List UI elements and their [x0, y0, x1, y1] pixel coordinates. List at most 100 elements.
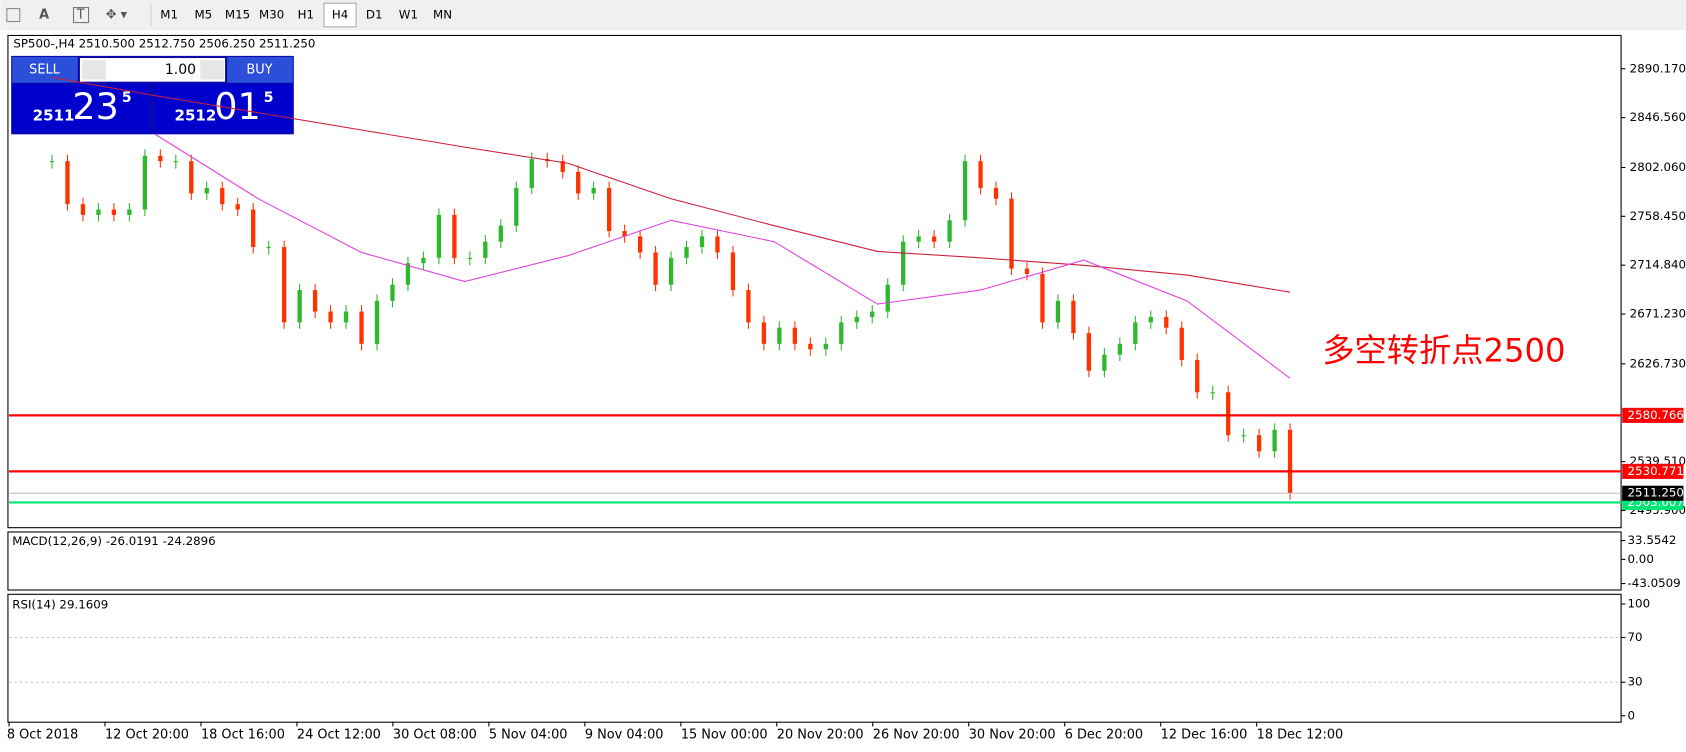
rsi-tick-label: 0 — [1628, 708, 1636, 722]
current-price-tag — [1622, 485, 1684, 501]
bid-big: 2511 — [33, 107, 75, 125]
candle — [1009, 198, 1014, 269]
moving-average — [51, 76, 1291, 293]
candle — [1117, 343, 1122, 355]
current-price-label: 2511.250 — [1628, 486, 1684, 500]
candle — [529, 159, 534, 189]
candle — [622, 231, 627, 237]
candle — [1133, 322, 1138, 344]
candle — [901, 241, 906, 285]
buy-label: BUY — [246, 62, 272, 77]
toolbar — [0, 0, 1686, 31]
x-tick-label: 8 Oct 2018 — [7, 728, 78, 743]
candle — [792, 327, 798, 344]
macd-tick-label: 33.5542 — [1628, 533, 1677, 547]
level-tag — [1622, 407, 1684, 423]
candle — [1164, 316, 1169, 328]
y-tick-label: 2714.840 — [1630, 258, 1686, 272]
x-tick-label: 20 Nov 20:00 — [777, 728, 864, 743]
candle — [1226, 392, 1231, 436]
rsi-label: RSI(14) 29.1609 — [12, 598, 108, 612]
volume-input[interactable] — [79, 58, 226, 82]
x-tick-label: 26 Nov 20:00 — [873, 728, 960, 743]
candle — [606, 188, 612, 232]
volume-up[interactable] — [200, 60, 224, 80]
timeframe-button[interactable]: H1 — [298, 8, 314, 22]
timeframe-button[interactable]: M5 — [194, 8, 212, 22]
candle — [730, 252, 736, 291]
candle — [1179, 327, 1184, 360]
candle — [251, 209, 256, 248]
candle — [467, 257, 473, 259]
timeframe-button[interactable]: D1 — [366, 8, 383, 22]
trade-panel: SELL 1.00 BUY 2511 23 5 2512 01 5 — [11, 55, 294, 135]
timeframe-button[interactable]: M1 — [160, 8, 178, 22]
bid-box[interactable] — [12, 83, 151, 134]
candle — [576, 171, 581, 194]
candle — [514, 188, 519, 226]
candle — [854, 316, 859, 323]
candle — [49, 161, 55, 163]
candle — [808, 343, 813, 350]
timeframe-button[interactable]: M30 — [259, 8, 284, 22]
bid-main: 23 — [72, 85, 119, 128]
candle — [235, 204, 240, 210]
candle — [591, 188, 596, 194]
candle — [142, 155, 148, 210]
candle — [405, 263, 411, 285]
candle — [1272, 429, 1277, 452]
level-label: 2530.771 — [1628, 464, 1684, 478]
bid-small: 5 — [122, 90, 132, 106]
timeframe-button[interactable]: W1 — [399, 8, 418, 22]
candle — [1102, 354, 1107, 371]
candle — [684, 247, 689, 258]
x-tick-label: 15 Nov 00:00 — [681, 728, 768, 743]
candle — [715, 236, 720, 253]
x-tick-label: 6 Dec 20:00 — [1065, 728, 1143, 743]
candle — [839, 322, 844, 344]
sell-button[interactable] — [12, 56, 78, 83]
annotation: 多空转折点2500 — [1322, 332, 1565, 370]
candle — [204, 188, 209, 194]
candle — [916, 236, 921, 242]
candle — [297, 290, 302, 323]
tool-icons: A T ✥ ▾ — [6, 4, 152, 26]
x-tick-label: 24 Oct 12:00 — [297, 728, 381, 743]
candle — [962, 161, 968, 221]
candle — [1086, 333, 1092, 371]
candle — [777, 327, 782, 344]
candle — [560, 161, 565, 172]
candle — [189, 161, 194, 194]
moving-average — [154, 133, 1291, 379]
buy-button[interactable] — [227, 56, 293, 83]
x-tick-label: 18 Oct 16:00 — [201, 728, 285, 743]
candle — [452, 214, 457, 258]
ask-box[interactable] — [154, 83, 293, 134]
candle — [746, 290, 751, 323]
candle — [96, 209, 101, 215]
candle — [483, 241, 488, 258]
y-tick-label: 2671.230 — [1630, 307, 1686, 321]
timeframe-active — [323, 2, 357, 28]
volume-down[interactable] — [82, 60, 106, 80]
x-tick-label: 12 Dec 16:00 — [1161, 728, 1248, 743]
candle — [931, 236, 937, 242]
candle — [947, 220, 952, 242]
sell-label: SELL — [29, 62, 60, 77]
svg-text:T: T — [76, 8, 85, 23]
timeframe-button[interactable]: M15 — [225, 8, 250, 22]
volume-value: 1.00 — [165, 62, 196, 78]
candle — [498, 225, 503, 242]
candle — [668, 257, 674, 285]
candle — [1287, 429, 1293, 494]
candle — [359, 311, 364, 344]
timeframe-button[interactable]: MN — [433, 8, 452, 22]
x-tick-label: 9 Nov 04:00 — [585, 728, 664, 743]
candle — [343, 311, 349, 323]
timeframe-button[interactable]: H4 — [332, 8, 348, 22]
macd-frame — [7, 531, 1622, 591]
symbol-header: SP500-,H4 2510.500 2512.750 2506.250 251… — [13, 37, 315, 51]
candle — [1148, 316, 1153, 323]
y-tick-label: 2758.450 — [1630, 209, 1686, 223]
candle — [390, 284, 395, 301]
